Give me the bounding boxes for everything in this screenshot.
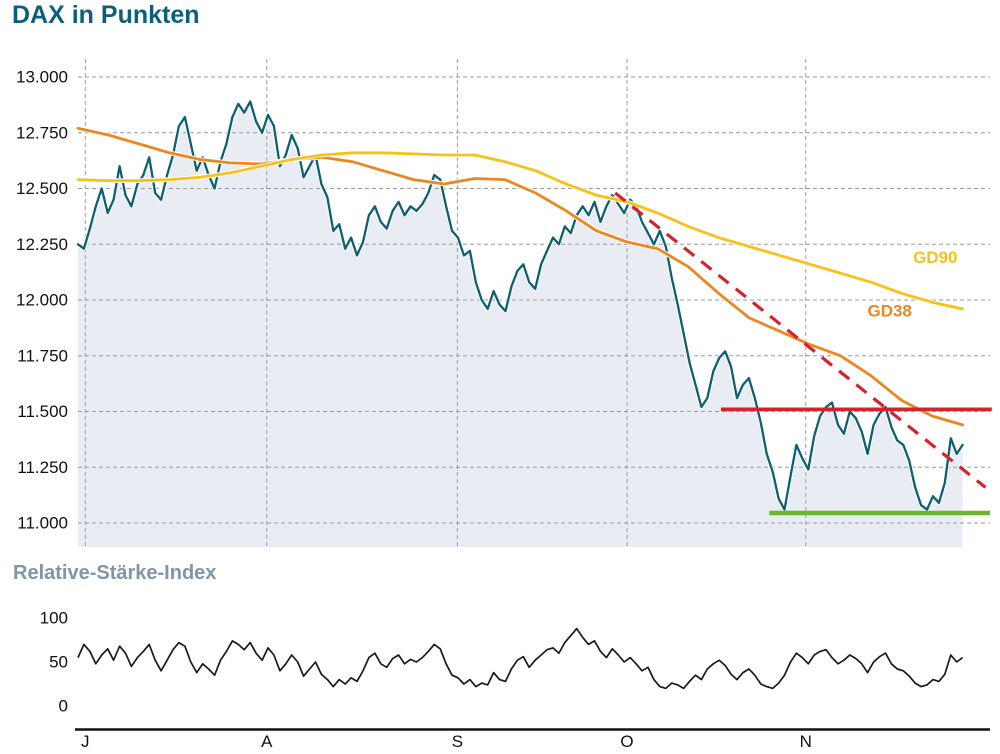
downtrend-dashed-line bbox=[614, 191, 987, 489]
series-label-gd90: GD90 bbox=[913, 248, 957, 267]
y-axis-tick-label: 13.000 bbox=[16, 68, 68, 87]
dax-main-chart: 13.000 12.750 12.500 12.250 12.000 11.750 11.5… bbox=[16, 59, 992, 547]
gd38-line bbox=[76, 126, 964, 427]
month-label-o: O bbox=[620, 732, 633, 751]
y-axis-tick-label: 11.750 bbox=[17, 346, 68, 365]
dax-price-line bbox=[76, 100, 964, 511]
rsi-y-tick-label: 100 bbox=[40, 609, 68, 628]
y-axis-tick-label: 12.750 bbox=[16, 123, 68, 142]
series-label-gd38: GD38 bbox=[867, 302, 911, 321]
y-axis-tick-label: 11.500 bbox=[17, 402, 68, 421]
rsi-y-tick-label: 50 bbox=[49, 653, 68, 672]
rsi-line bbox=[77, 627, 964, 690]
month-label-n: N bbox=[800, 732, 812, 751]
month-label-j: J bbox=[81, 732, 90, 751]
rsi-section-title: Relative-Stärke-Index bbox=[13, 562, 217, 584]
y-axis-tick-label: 11.000 bbox=[17, 514, 68, 533]
month-label-s: S bbox=[452, 732, 463, 751]
gd90-line bbox=[76, 151, 964, 311]
rsi-y-tick-label: 0 bbox=[59, 697, 68, 716]
y-axis-tick-label: 12.500 bbox=[16, 179, 68, 198]
dax-area-fill bbox=[78, 101, 963, 547]
y-axis-tick-label: 11.250 bbox=[17, 458, 68, 477]
rsi-chart: 100 50 0J A S O N bbox=[40, 609, 990, 751]
y-axis-tick-label: 12.000 bbox=[16, 291, 68, 310]
y-axis-tick-label: 12.250 bbox=[16, 235, 68, 254]
month-label-a: A bbox=[261, 732, 273, 751]
page-title: DAX in Punkten bbox=[12, 1, 200, 29]
